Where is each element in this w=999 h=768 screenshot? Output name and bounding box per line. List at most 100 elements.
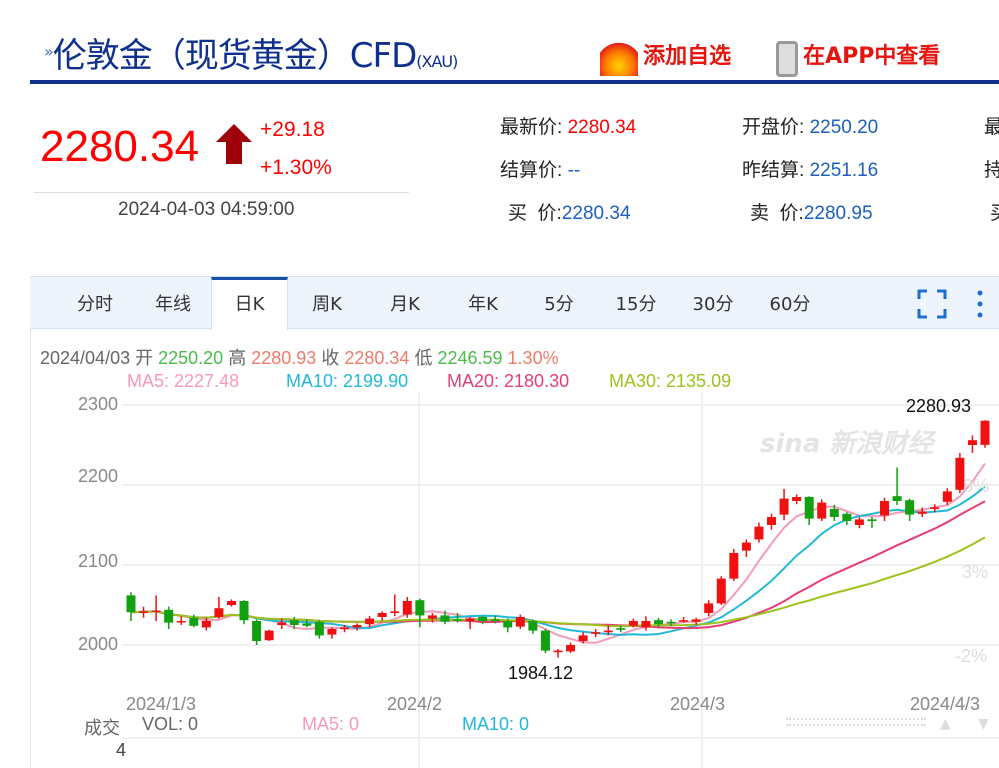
tab-5min[interactable]: 5分 — [544, 294, 574, 315]
more-menu-icon[interactable] — [968, 277, 992, 329]
candle-body — [277, 622, 287, 625]
candle-body — [415, 600, 425, 616]
view-in-app-label: 在APP中查看 — [803, 44, 941, 69]
candle-body — [503, 621, 513, 628]
tab-30min[interactable]: 30分 — [692, 294, 734, 315]
y-tick: 2100 — [78, 551, 119, 571]
field-latest: 最新价: 2280.34 — [500, 117, 637, 138]
candle-body — [478, 617, 488, 621]
candle-body — [666, 621, 676, 624]
ma10-line — [130, 485, 986, 636]
tab-monthly-k[interactable]: 月K — [390, 294, 420, 315]
candle-body — [741, 542, 751, 551]
candle-body — [453, 619, 463, 621]
price-change: +29.18 — [260, 118, 325, 141]
view-in-app-button[interactable]: 在APP中查看 — [776, 38, 940, 77]
field-cut: 持 — [984, 160, 999, 181]
candle-body — [126, 595, 136, 613]
candle-body — [792, 497, 802, 501]
max-price-label: 2280.93 — [906, 396, 972, 416]
add-watchlist-label: 添加自选 — [643, 44, 732, 69]
candle-body — [151, 610, 161, 613]
chart-tabs: 分时 年线 日K 周K 月K 年K 5分 15分 30分 60分 — [30, 276, 999, 330]
candle-body — [716, 578, 726, 604]
quote-divider — [34, 192, 409, 193]
volume-axis-value: 4 — [116, 740, 127, 760]
candle-body — [641, 621, 651, 628]
quote-time: 2024-04-03 04:59:00 — [118, 199, 295, 220]
candle-body — [566, 645, 576, 652]
candle-body — [955, 457, 965, 490]
candle-body — [239, 601, 249, 621]
candle-body — [653, 620, 663, 625]
current-price: 2280.34 — [40, 122, 200, 171]
ma5-legend: MA5: 2227.48 — [127, 371, 240, 391]
double-chevron-icon: » — [44, 42, 54, 61]
phone-icon — [776, 40, 798, 77]
flame-icon — [600, 41, 638, 76]
candle-body — [340, 627, 349, 629]
chart-panel-border — [30, 276, 31, 768]
candle-body — [314, 621, 324, 636]
volume-ma5: MA5: 0 — [302, 714, 360, 734]
add-watchlist-button[interactable]: 添加自选 — [600, 38, 731, 76]
field-cut: 买 — [990, 198, 999, 225]
volume-ma10: MA10: 0 — [462, 714, 530, 734]
candle-body — [553, 650, 563, 653]
ma30-line — [130, 536, 986, 628]
pct-tick: 3% — [962, 562, 989, 582]
tab-yearly-k[interactable]: 年K — [468, 294, 498, 315]
volume-label: 成交 — [84, 718, 120, 738]
scroll-down-icon[interactable]: ▼ — [978, 716, 989, 732]
x-tick: 2024/2 — [387, 694, 443, 714]
tab-15min[interactable]: 15分 — [615, 294, 657, 315]
min-price-label: 1984.12 — [508, 663, 574, 683]
tab-yearline[interactable]: 年线 — [155, 294, 191, 315]
field-open: 开盘价: 2250.20 — [742, 117, 879, 138]
candle-body — [603, 630, 613, 633]
pct-tick: -2% — [955, 646, 988, 666]
candle-body — [591, 632, 601, 634]
candle-body — [465, 618, 475, 621]
candle-body — [880, 501, 890, 516]
candle-body — [942, 491, 952, 502]
candle-body — [427, 615, 437, 619]
candle-body — [930, 507, 940, 509]
candle-body — [867, 519, 877, 521]
candle-body — [365, 618, 375, 625]
tab-60min[interactable]: 60分 — [769, 294, 811, 315]
fullscreen-icon[interactable] — [914, 277, 950, 329]
candle-body — [164, 609, 174, 623]
instrument-name: 伦敦金（现货黄金）CFD — [52, 36, 417, 76]
x-tick: 2024/1/3 — [126, 694, 197, 714]
scroll-up-icon[interactable]: ▲ — [940, 716, 951, 732]
candle-body — [854, 519, 864, 525]
candle-body — [729, 553, 739, 579]
candle-body — [252, 621, 262, 641]
volume-value: VOL: 0 — [142, 714, 199, 734]
candle-body — [817, 502, 827, 519]
tab-intraday[interactable]: 分时 — [77, 294, 113, 315]
ohlc-info: 2024/04/03 开 2250.20 高 2280.93 收 2280.34… — [40, 348, 559, 368]
candle-body — [515, 617, 525, 627]
tab-daily-k[interactable]: 日K — [211, 277, 288, 330]
candle-body — [540, 630, 550, 651]
candle-body — [226, 601, 236, 605]
range-scrollbar[interactable] — [786, 718, 926, 726]
candle-body — [829, 509, 839, 517]
candle-body — [779, 498, 789, 515]
x-tick: 2024/3 — [670, 694, 726, 714]
tab-weekly-k[interactable]: 周K — [312, 294, 342, 315]
candle-body — [139, 611, 149, 613]
candle-body — [176, 621, 186, 623]
candle-body — [289, 620, 299, 625]
candle-body — [528, 621, 538, 631]
candle-body — [917, 511, 927, 514]
candle-body — [201, 621, 211, 628]
candle-body — [679, 620, 689, 622]
ma30-legend: MA30: 2135.09 — [609, 371, 732, 391]
candle-body — [980, 420, 990, 445]
candle-body — [214, 608, 224, 617]
sina-watermark: sina 新浪财经 — [760, 429, 936, 459]
